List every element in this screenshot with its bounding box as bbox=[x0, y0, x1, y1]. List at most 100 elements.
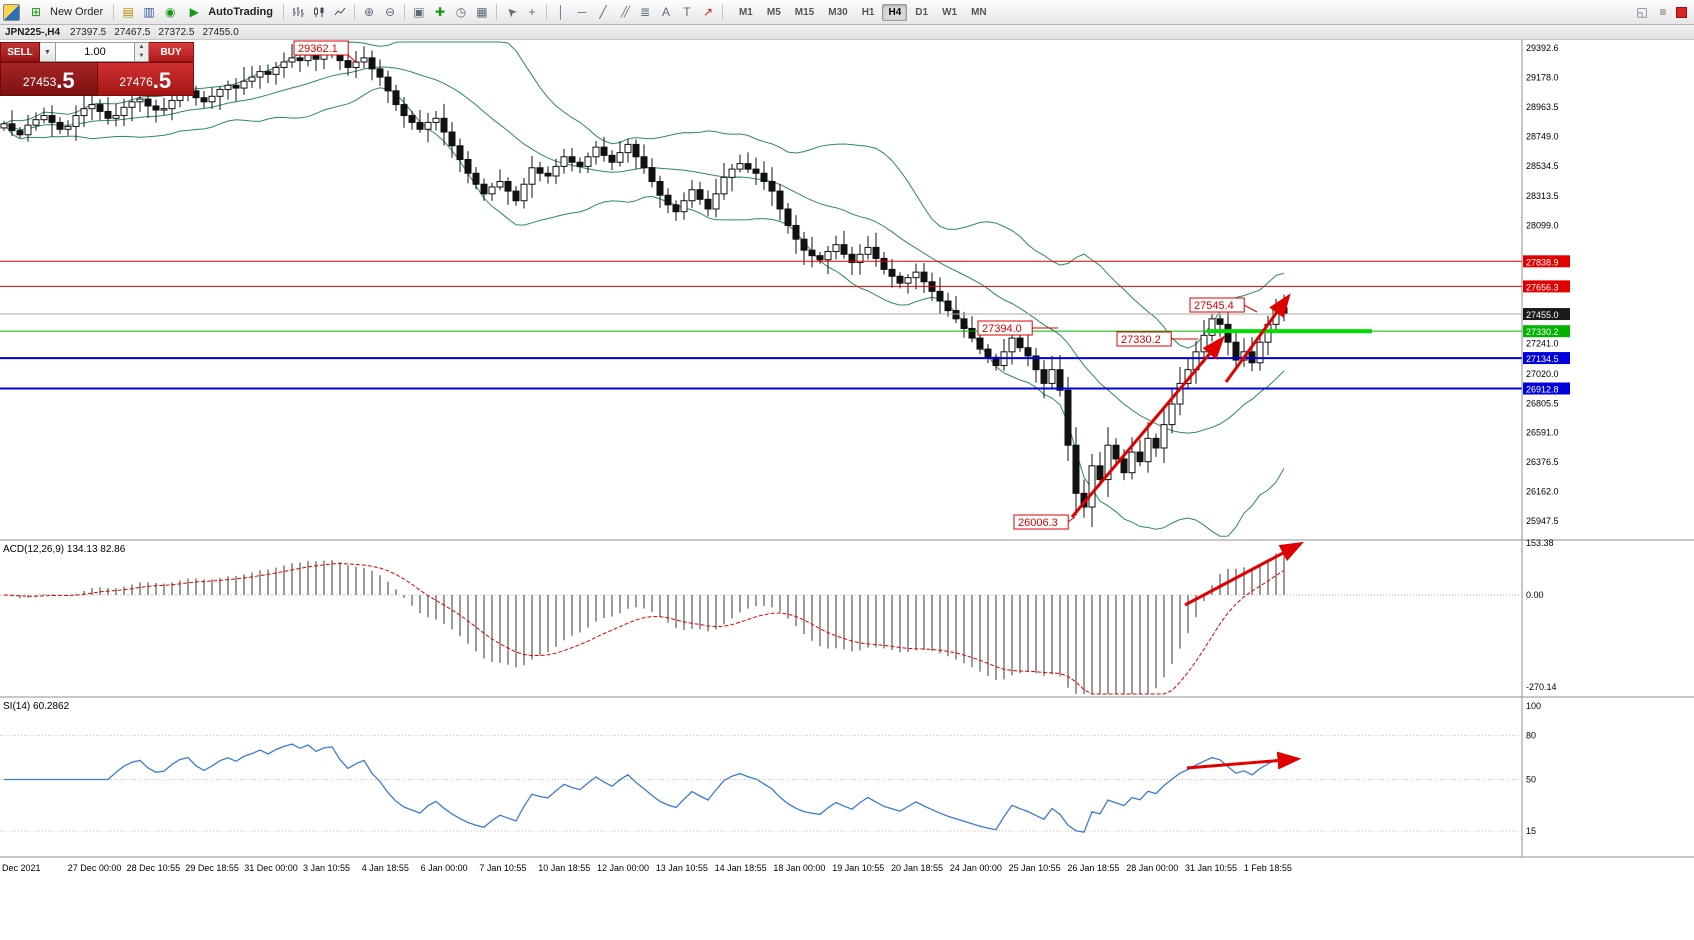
timeframe-h1-button[interactable]: H1 bbox=[861, 6, 875, 18]
bear-candle bbox=[416, 121, 424, 130]
trend-arrow[interactable] bbox=[1224, 293, 1291, 383]
bear-candle bbox=[536, 167, 544, 174]
bear-candle bbox=[544, 172, 552, 177]
price-tick-label: 29178.0 bbox=[1526, 72, 1559, 82]
bull-candle bbox=[624, 143, 632, 154]
zoom-in-icon[interactable]: ⊕ bbox=[363, 5, 374, 19]
bear-candle bbox=[704, 198, 712, 210]
bear-candle bbox=[872, 246, 880, 259]
buy-button[interactable]: BUY bbox=[149, 42, 194, 62]
price-line-label-box bbox=[1523, 325, 1570, 338]
text-icon[interactable]: A bbox=[661, 5, 670, 19]
sell-price[interactable]: 27453.5 bbox=[0, 62, 98, 96]
bear-candle bbox=[376, 68, 384, 78]
timeframe-m5-button[interactable]: M5 bbox=[766, 6, 781, 18]
buy-price[interactable]: 27476.5 bbox=[97, 62, 194, 96]
fibonacci-icon[interactable]: ≣ bbox=[639, 5, 650, 19]
new-chart-icon[interactable]: ▤ bbox=[122, 5, 134, 19]
market-watch-icon[interactable]: ◉ bbox=[164, 5, 176, 19]
time-axis-label: 7 Jan 10:55 bbox=[479, 863, 526, 873]
sell-button[interactable]: SELL bbox=[0, 42, 40, 62]
timeframe-m30-button[interactable]: M30 bbox=[828, 6, 848, 18]
volume-stepper[interactable]: ▲ ▼ bbox=[135, 42, 149, 62]
price-tick-label: 25947.5 bbox=[1526, 516, 1559, 526]
new-order-button[interactable]: ⊞ New Order bbox=[23, 3, 109, 22]
templates-icon[interactable]: ▦ bbox=[476, 5, 488, 19]
bear-candle bbox=[848, 253, 856, 264]
bear-candle bbox=[104, 110, 112, 119]
vertical-line-icon[interactable]: │ bbox=[557, 5, 565, 19]
ohlc-high: 27467.5 bbox=[114, 26, 151, 38]
bear-candle bbox=[672, 204, 680, 213]
price-annotation-box[interactable] bbox=[1116, 331, 1172, 347]
line-chart-icon[interactable] bbox=[330, 4, 350, 21]
bull-candle bbox=[736, 163, 744, 170]
text-label-icon[interactable]: T bbox=[683, 5, 691, 19]
ohlc-low: 27372.5 bbox=[158, 26, 195, 38]
bull-candle bbox=[584, 156, 592, 167]
bull-candle bbox=[904, 277, 912, 284]
chart-title-bar: JPN225-,H4 27397.5 27467.5 27372.5 27455… bbox=[0, 25, 1694, 40]
bull-candle bbox=[40, 115, 48, 121]
arrows-icon[interactable]: ↗ bbox=[702, 5, 713, 19]
alert-icon[interactable] bbox=[1676, 6, 1687, 18]
periods-icon[interactable]: ◷ bbox=[455, 5, 467, 19]
timeframe-mn-button[interactable]: MN bbox=[971, 6, 987, 18]
price-tick-label: 27020.0 bbox=[1526, 369, 1559, 379]
volume-input[interactable] bbox=[56, 42, 135, 62]
autotrading-label: AutoTrading bbox=[208, 6, 273, 18]
sell-price-big-digit: .5 bbox=[56, 68, 75, 93]
horizontal-line-icon[interactable]: ─ bbox=[577, 5, 587, 19]
trendline-icon[interactable]: ╱ bbox=[599, 5, 607, 19]
fullscreen-icon[interactable]: ◱ bbox=[1636, 5, 1648, 19]
tile-windows-icon[interactable]: ▣ bbox=[413, 5, 425, 19]
bear-candle bbox=[512, 190, 520, 202]
bear-candle bbox=[384, 76, 392, 92]
cursor-icon[interactable]: ➤ bbox=[502, 3, 520, 21]
profiles-icon[interactable]: ▥ bbox=[143, 5, 155, 19]
bear-candle bbox=[632, 143, 640, 158]
trend-arrow[interactable] bbox=[1184, 541, 1304, 607]
timeframe-d1-button[interactable]: D1 bbox=[915, 6, 929, 18]
bull-candle bbox=[208, 95, 216, 103]
bear-candle bbox=[1224, 323, 1232, 343]
price-annotation-box[interactable] bbox=[293, 40, 349, 56]
stepper-down-icon[interactable]: ▼ bbox=[138, 53, 145, 59]
macd-signal-line bbox=[3, 562, 1285, 695]
toolbar-separator bbox=[403, 4, 405, 20]
toolbar-separator bbox=[545, 4, 547, 20]
trend-arrow[interactable] bbox=[1186, 751, 1302, 770]
bear-candle bbox=[888, 268, 896, 277]
timeframe-h4-button[interactable]: H4 bbox=[882, 3, 908, 21]
price-annotation-box[interactable] bbox=[1189, 297, 1245, 313]
price-annotation-box[interactable] bbox=[977, 320, 1033, 336]
time-axis-label: 6 Jan 00:00 bbox=[421, 863, 468, 873]
time-axis-label: 28 Dec 10:55 bbox=[127, 863, 181, 873]
autotrading-button[interactable]: ▶ AutoTrading bbox=[181, 3, 279, 22]
candlestick-chart-icon[interactable] bbox=[309, 4, 329, 21]
bar-chart-icon[interactable] bbox=[288, 4, 308, 21]
timeframe-m1-button[interactable]: M1 bbox=[738, 6, 753, 18]
indicators-icon[interactable]: ✚ bbox=[434, 5, 445, 19]
new-order-icon: ⊞ bbox=[30, 5, 42, 19]
crosshair-icon[interactable]: + bbox=[528, 5, 536, 19]
price-annotation-box[interactable] bbox=[1013, 514, 1069, 530]
stepper-up-icon[interactable]: ▲ bbox=[138, 44, 145, 50]
bear-candle bbox=[840, 244, 848, 255]
bull-candle bbox=[128, 101, 136, 108]
macd-indicator-label: ACD(12,26,9) 134.13 82.86 bbox=[3, 544, 126, 555]
window-list-icon[interactable]: ≡ bbox=[1659, 5, 1667, 19]
bull-candle bbox=[1208, 318, 1216, 336]
time-axis-label: 20 Jan 18:55 bbox=[891, 863, 943, 873]
trend-arrow[interactable] bbox=[1070, 335, 1225, 518]
new-order-label: New Order bbox=[50, 6, 104, 18]
zoom-out-icon[interactable]: ⊖ bbox=[384, 5, 395, 19]
time-axis-label: 13 Jan 10:55 bbox=[656, 863, 708, 873]
volume-dropdown[interactable]: ▼ bbox=[40, 42, 56, 62]
timeframe-m15-button[interactable]: M15 bbox=[794, 6, 815, 18]
bull-candle bbox=[832, 244, 840, 253]
time-axis-label: 18 Jan 00:00 bbox=[773, 863, 825, 873]
equidistant-channel-icon[interactable]: ╱╱ bbox=[620, 6, 630, 18]
timeframe-w1-button[interactable]: W1 bbox=[942, 6, 958, 18]
bear-candle bbox=[1216, 318, 1224, 325]
